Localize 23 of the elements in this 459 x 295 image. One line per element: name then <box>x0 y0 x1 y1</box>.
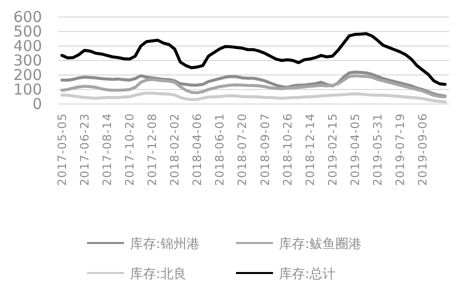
x-tick-label: 2018-02-02 <box>168 113 182 186</box>
x-tick-label: 2019-05-31 <box>370 113 384 186</box>
x-tick-label: 2017-06-23 <box>77 113 92 186</box>
x-tick-label: 2017-12-08 <box>145 113 160 186</box>
x-tick-label: 2019-09-06 <box>416 113 430 186</box>
x-tick-label: 2018-07-20 <box>235 113 250 186</box>
x-tick-label: 2018-12-14 <box>302 113 317 186</box>
legend-label: 库存:北良 <box>130 267 186 282</box>
x-tick-label: 2018-09-07 <box>258 113 272 186</box>
x-tick-label: 2018-10-26 <box>280 113 294 186</box>
x-tick-label: 2017-08-14 <box>100 113 114 186</box>
x-tick-label: 2019-07-19 <box>392 113 407 186</box>
x-tick-label: 2019-02-15 <box>325 113 340 186</box>
x-tick-label: 2017-05-05 <box>54 113 69 186</box>
legend-label: 库存:鲅鱼圈港 <box>279 237 362 252</box>
legend-label: 库存:总计 <box>279 267 336 282</box>
legend-label: 库存:锦州港 <box>130 237 200 252</box>
x-tick-label: 2019-04-05 <box>348 113 362 186</box>
x-tick-label: 2017-10-20 <box>122 113 137 186</box>
line-series <box>60 92 447 104</box>
x-tick-label: 2018-06-01 <box>212 113 227 186</box>
x-tick-label: 2018-04-06 <box>190 113 204 186</box>
line-series <box>60 32 447 86</box>
